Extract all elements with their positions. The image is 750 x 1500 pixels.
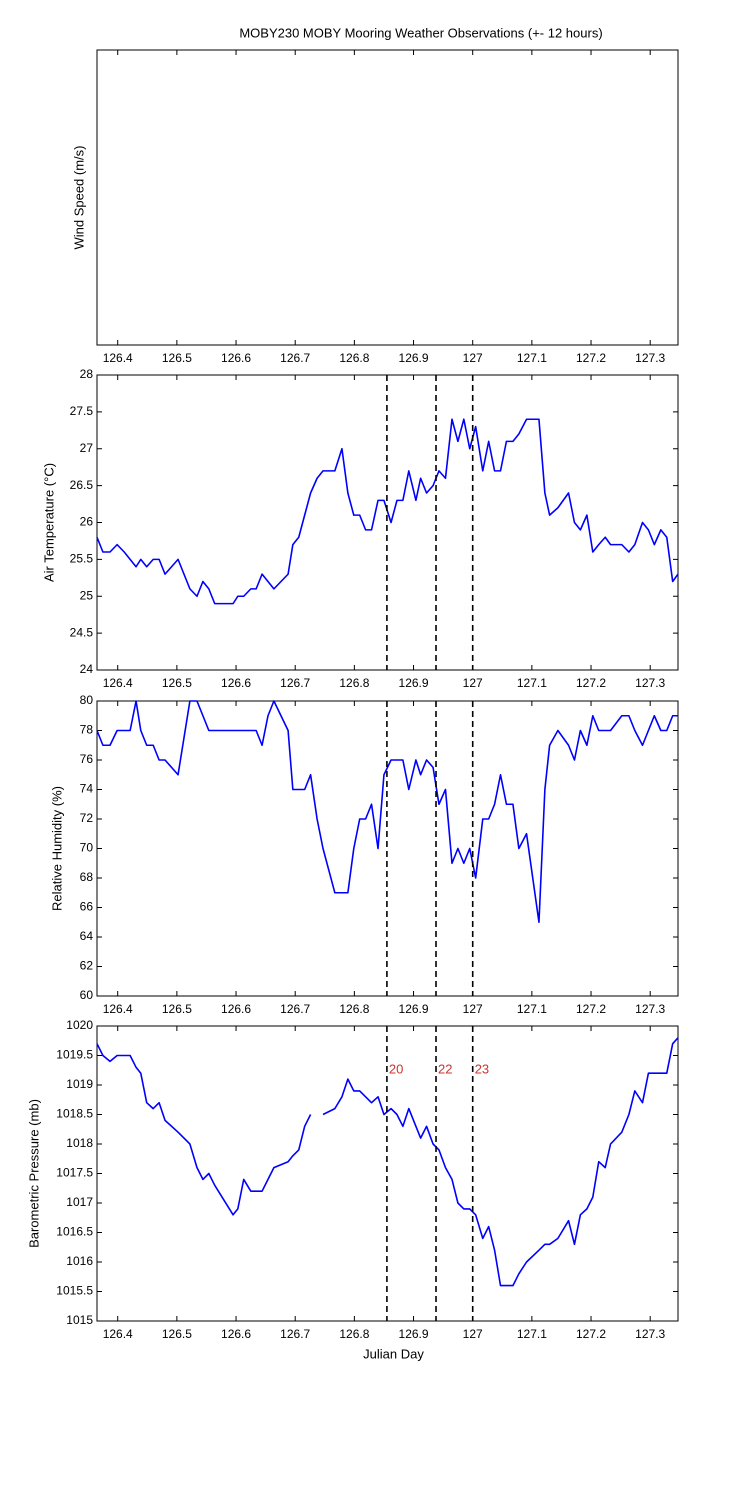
y-tick-label: 1015.5 <box>56 1284 93 1298</box>
y-axis-label: Wind Speed (m/s) <box>71 145 86 249</box>
chart-title: MOBY230 MOBY Mooring Weather Observation… <box>239 25 602 40</box>
event-label: 23 <box>475 1061 489 1076</box>
y-tick-label: 1019 <box>66 1077 93 1091</box>
x-tick-label: 126.6 <box>221 1327 251 1341</box>
x-tick-label: 126.8 <box>339 351 369 365</box>
y-tick-label: 24.5 <box>70 625 94 639</box>
x-tick-label: 126.6 <box>221 676 251 690</box>
y-tick-label: 66 <box>80 900 94 914</box>
y-tick-label: 78 <box>80 723 94 737</box>
y-tick-label: 62 <box>80 959 94 973</box>
y-tick-label: 26 <box>80 515 94 529</box>
x-tick-label: 126.4 <box>103 1002 133 1016</box>
x-tick-label: 127.2 <box>576 676 606 690</box>
x-tick-label: 127 <box>463 1327 483 1341</box>
y-tick-label: 1020 <box>66 1018 93 1032</box>
x-tick-label: 127.1 <box>517 1002 547 1016</box>
x-tick-label: 126.9 <box>399 1327 429 1341</box>
x-tick-label: 126.9 <box>399 351 429 365</box>
y-tick-label: 1018.5 <box>56 1107 93 1121</box>
event-label: 22 <box>438 1061 452 1076</box>
x-tick-label: 127.3 <box>635 351 665 365</box>
y-tick-label: 64 <box>80 929 94 943</box>
x-tick-label: 126.5 <box>162 1327 192 1341</box>
y-axis-label: Barometric Pressure (mb) <box>26 1099 41 1248</box>
x-tick-label: 127.1 <box>517 1327 547 1341</box>
y-tick-label: 1015 <box>66 1313 93 1327</box>
x-tick-label: 126.6 <box>221 351 251 365</box>
y-tick-label: 1016.5 <box>56 1225 93 1239</box>
y-tick-label: 1016 <box>66 1254 93 1268</box>
y-tick-label: 68 <box>80 870 94 884</box>
x-tick-label: 127.3 <box>635 1327 665 1341</box>
x-tick-label: 126.4 <box>103 351 133 365</box>
y-tick-label: 1017.5 <box>56 1166 93 1180</box>
y-tick-label: 76 <box>80 752 94 766</box>
y-tick-label: 72 <box>80 811 94 825</box>
x-tick-label: 126.8 <box>339 1327 369 1341</box>
event-label: 20 <box>389 1061 403 1076</box>
y-tick-label: 27 <box>80 441 94 455</box>
x-tick-label: 126.8 <box>339 1002 369 1016</box>
x-tick-label: 127.2 <box>576 1002 606 1016</box>
y-tick-label: 1019.5 <box>56 1048 93 1062</box>
x-tick-label: 127.1 <box>517 676 547 690</box>
data-line <box>96 418 679 605</box>
y-tick-label: 60 <box>80 988 94 1002</box>
x-tick-label: 127.1 <box>517 351 547 365</box>
y-tick-label: 25 <box>80 588 94 602</box>
y-tick-label: 24 <box>80 662 94 676</box>
y-tick-label: 1017 <box>66 1195 93 1209</box>
y-tick-label: 28 <box>80 367 94 381</box>
x-tick-label: 127 <box>463 676 483 690</box>
x-tick-label: 127 <box>463 351 483 365</box>
x-tick-label: 126.5 <box>162 1002 192 1016</box>
x-tick-label: 126.7 <box>280 676 310 690</box>
data-line <box>96 700 678 924</box>
x-tick-label: 127.2 <box>576 1327 606 1341</box>
y-tick-label: 74 <box>80 782 94 796</box>
x-tick-label: 127.2 <box>576 351 606 365</box>
y-tick-label: 70 <box>80 841 94 855</box>
x-tick-label: 126.5 <box>162 351 192 365</box>
x-tick-label: 126.9 <box>399 676 429 690</box>
y-tick-label: 25.5 <box>70 552 94 566</box>
x-tick-label: 126.6 <box>221 1002 251 1016</box>
x-tick-label: 126.8 <box>339 676 369 690</box>
y-tick-label: 80 <box>80 693 94 707</box>
x-tick-label: 126.9 <box>399 1002 429 1016</box>
x-tick-label: 126.5 <box>162 676 192 690</box>
x-axis-label: Julian Day <box>363 1346 424 1361</box>
y-axis-label: Relative Humidity (%) <box>49 786 64 911</box>
x-tick-label: 126.7 <box>280 351 310 365</box>
x-tick-label: 126.4 <box>103 1327 133 1341</box>
x-tick-label: 126.7 <box>280 1327 310 1341</box>
x-tick-label: 127.3 <box>635 676 665 690</box>
y-axis-label: Air Temperature (°C) <box>41 463 56 582</box>
x-tick-label: 127.3 <box>635 1002 665 1016</box>
y-tick-label: 27.5 <box>70 404 94 418</box>
y-tick-label: 1018 <box>66 1136 93 1150</box>
x-tick-label: 126.7 <box>280 1002 310 1016</box>
plot-frame <box>96 49 679 346</box>
x-tick-label: 126.4 <box>103 676 133 690</box>
x-tick-label: 127 <box>463 1002 483 1016</box>
data-line <box>96 1037 679 1287</box>
y-tick-label: 26.5 <box>70 478 94 492</box>
